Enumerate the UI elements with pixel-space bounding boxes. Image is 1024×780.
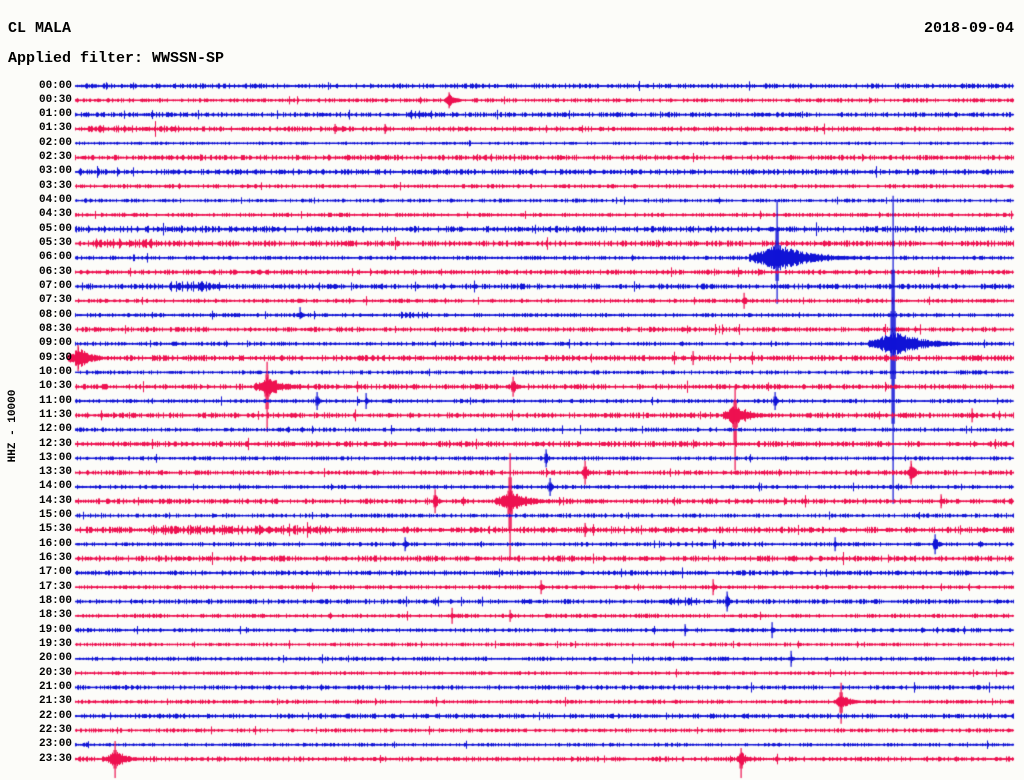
time-label: 21:30 <box>38 695 72 708</box>
time-label: 16:00 <box>38 537 72 550</box>
time-label: 09:00 <box>38 337 72 350</box>
time-label: 18:30 <box>38 609 72 622</box>
time-label: 23:00 <box>38 738 72 751</box>
time-label: 19:00 <box>38 623 72 636</box>
time-label: 08:30 <box>38 322 72 335</box>
time-label: 00:00 <box>38 79 72 92</box>
time-label: 07:30 <box>38 294 72 307</box>
time-label: 00:30 <box>38 93 72 106</box>
time-label: 11:00 <box>38 394 72 407</box>
time-axis: 00:00 00:30 01:00 01:30 02:00 02:30 03:00 03:30… <box>0 0 72 780</box>
time-label: 10:00 <box>38 365 72 378</box>
time-label: 11:30 <box>38 408 72 421</box>
time-label: 02:30 <box>38 151 72 164</box>
date-label: 2018-09-04 <box>923 20 1014 37</box>
time-label: 15:30 <box>38 523 72 536</box>
time-label: 16:30 <box>38 552 72 565</box>
time-label: 12:00 <box>38 423 72 436</box>
time-label: 12:30 <box>38 437 72 450</box>
time-label: 09:30 <box>38 351 72 364</box>
time-label: 06:00 <box>38 251 72 264</box>
time-label: 06:30 <box>38 265 72 278</box>
time-label: 20:30 <box>38 666 72 679</box>
time-label: 10:30 <box>38 380 72 393</box>
station-title: CL MALA <box>8 20 72 37</box>
time-label: 15:00 <box>38 509 72 522</box>
time-label: 18:00 <box>38 595 72 608</box>
time-label: 01:30 <box>38 122 72 135</box>
filter-label: Applied filter: WWSSN-SP <box>8 50 225 67</box>
time-label: 08:00 <box>38 308 72 321</box>
time-label: 13:00 <box>38 451 72 464</box>
time-label: 17:00 <box>38 566 72 579</box>
time-label: 20:00 <box>38 652 72 665</box>
time-label: 05:00 <box>38 222 72 235</box>
time-label: 22:30 <box>38 723 72 736</box>
time-label: 02:00 <box>38 136 72 149</box>
time-label: 07:00 <box>38 279 72 292</box>
time-label: 03:30 <box>38 179 72 192</box>
time-label: 17:30 <box>38 580 72 593</box>
time-label: 13:30 <box>38 466 72 479</box>
time-label: 03:00 <box>38 165 72 178</box>
time-label: 19:30 <box>38 637 72 650</box>
time-label: 14:00 <box>38 480 72 493</box>
time-label: 04:00 <box>38 194 72 207</box>
time-label: 05:30 <box>38 237 72 250</box>
time-label: 14:30 <box>38 494 72 507</box>
time-label: 21:00 <box>38 680 72 693</box>
time-label: 22:00 <box>38 709 72 722</box>
time-label: 01:00 <box>38 108 72 121</box>
time-label: 04:30 <box>38 208 72 221</box>
time-label: 23:30 <box>38 752 72 765</box>
